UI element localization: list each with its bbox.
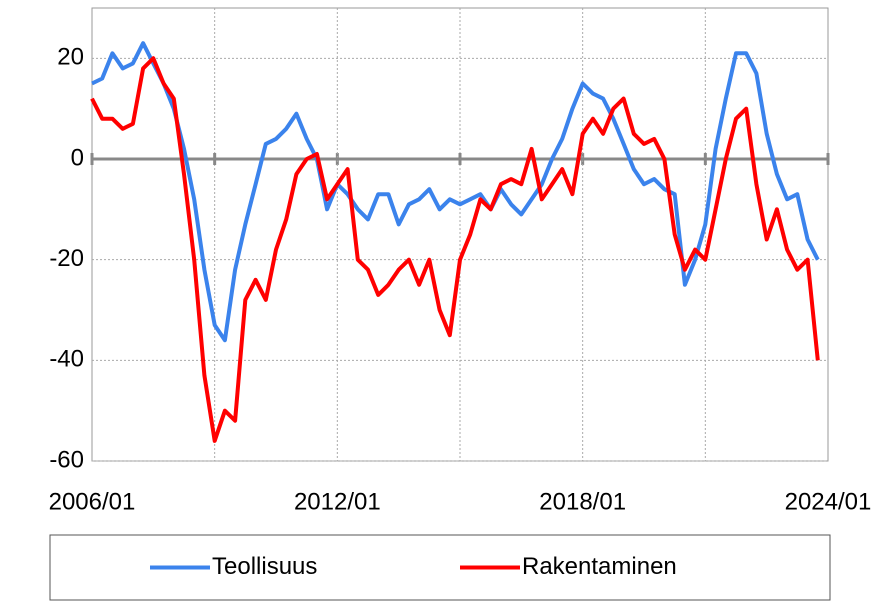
legend-label: Rakentaminen bbox=[522, 553, 677, 580]
y-tick-label: -40 bbox=[49, 346, 84, 373]
x-tick-label: 2006/01 bbox=[49, 488, 136, 515]
y-tick-label: 20 bbox=[57, 44, 84, 71]
y-tick-label: -60 bbox=[49, 446, 84, 473]
x-tick-label: 2012/01 bbox=[294, 488, 381, 515]
x-tick-label: 2018/01 bbox=[539, 488, 626, 515]
x-tick-label: 2024/01 bbox=[785, 488, 872, 515]
series-line bbox=[90, 56, 820, 443]
legend-label: Teollisuus bbox=[212, 553, 317, 580]
y-tick-label: 0 bbox=[71, 144, 84, 171]
y-tick-label: -20 bbox=[49, 245, 84, 272]
